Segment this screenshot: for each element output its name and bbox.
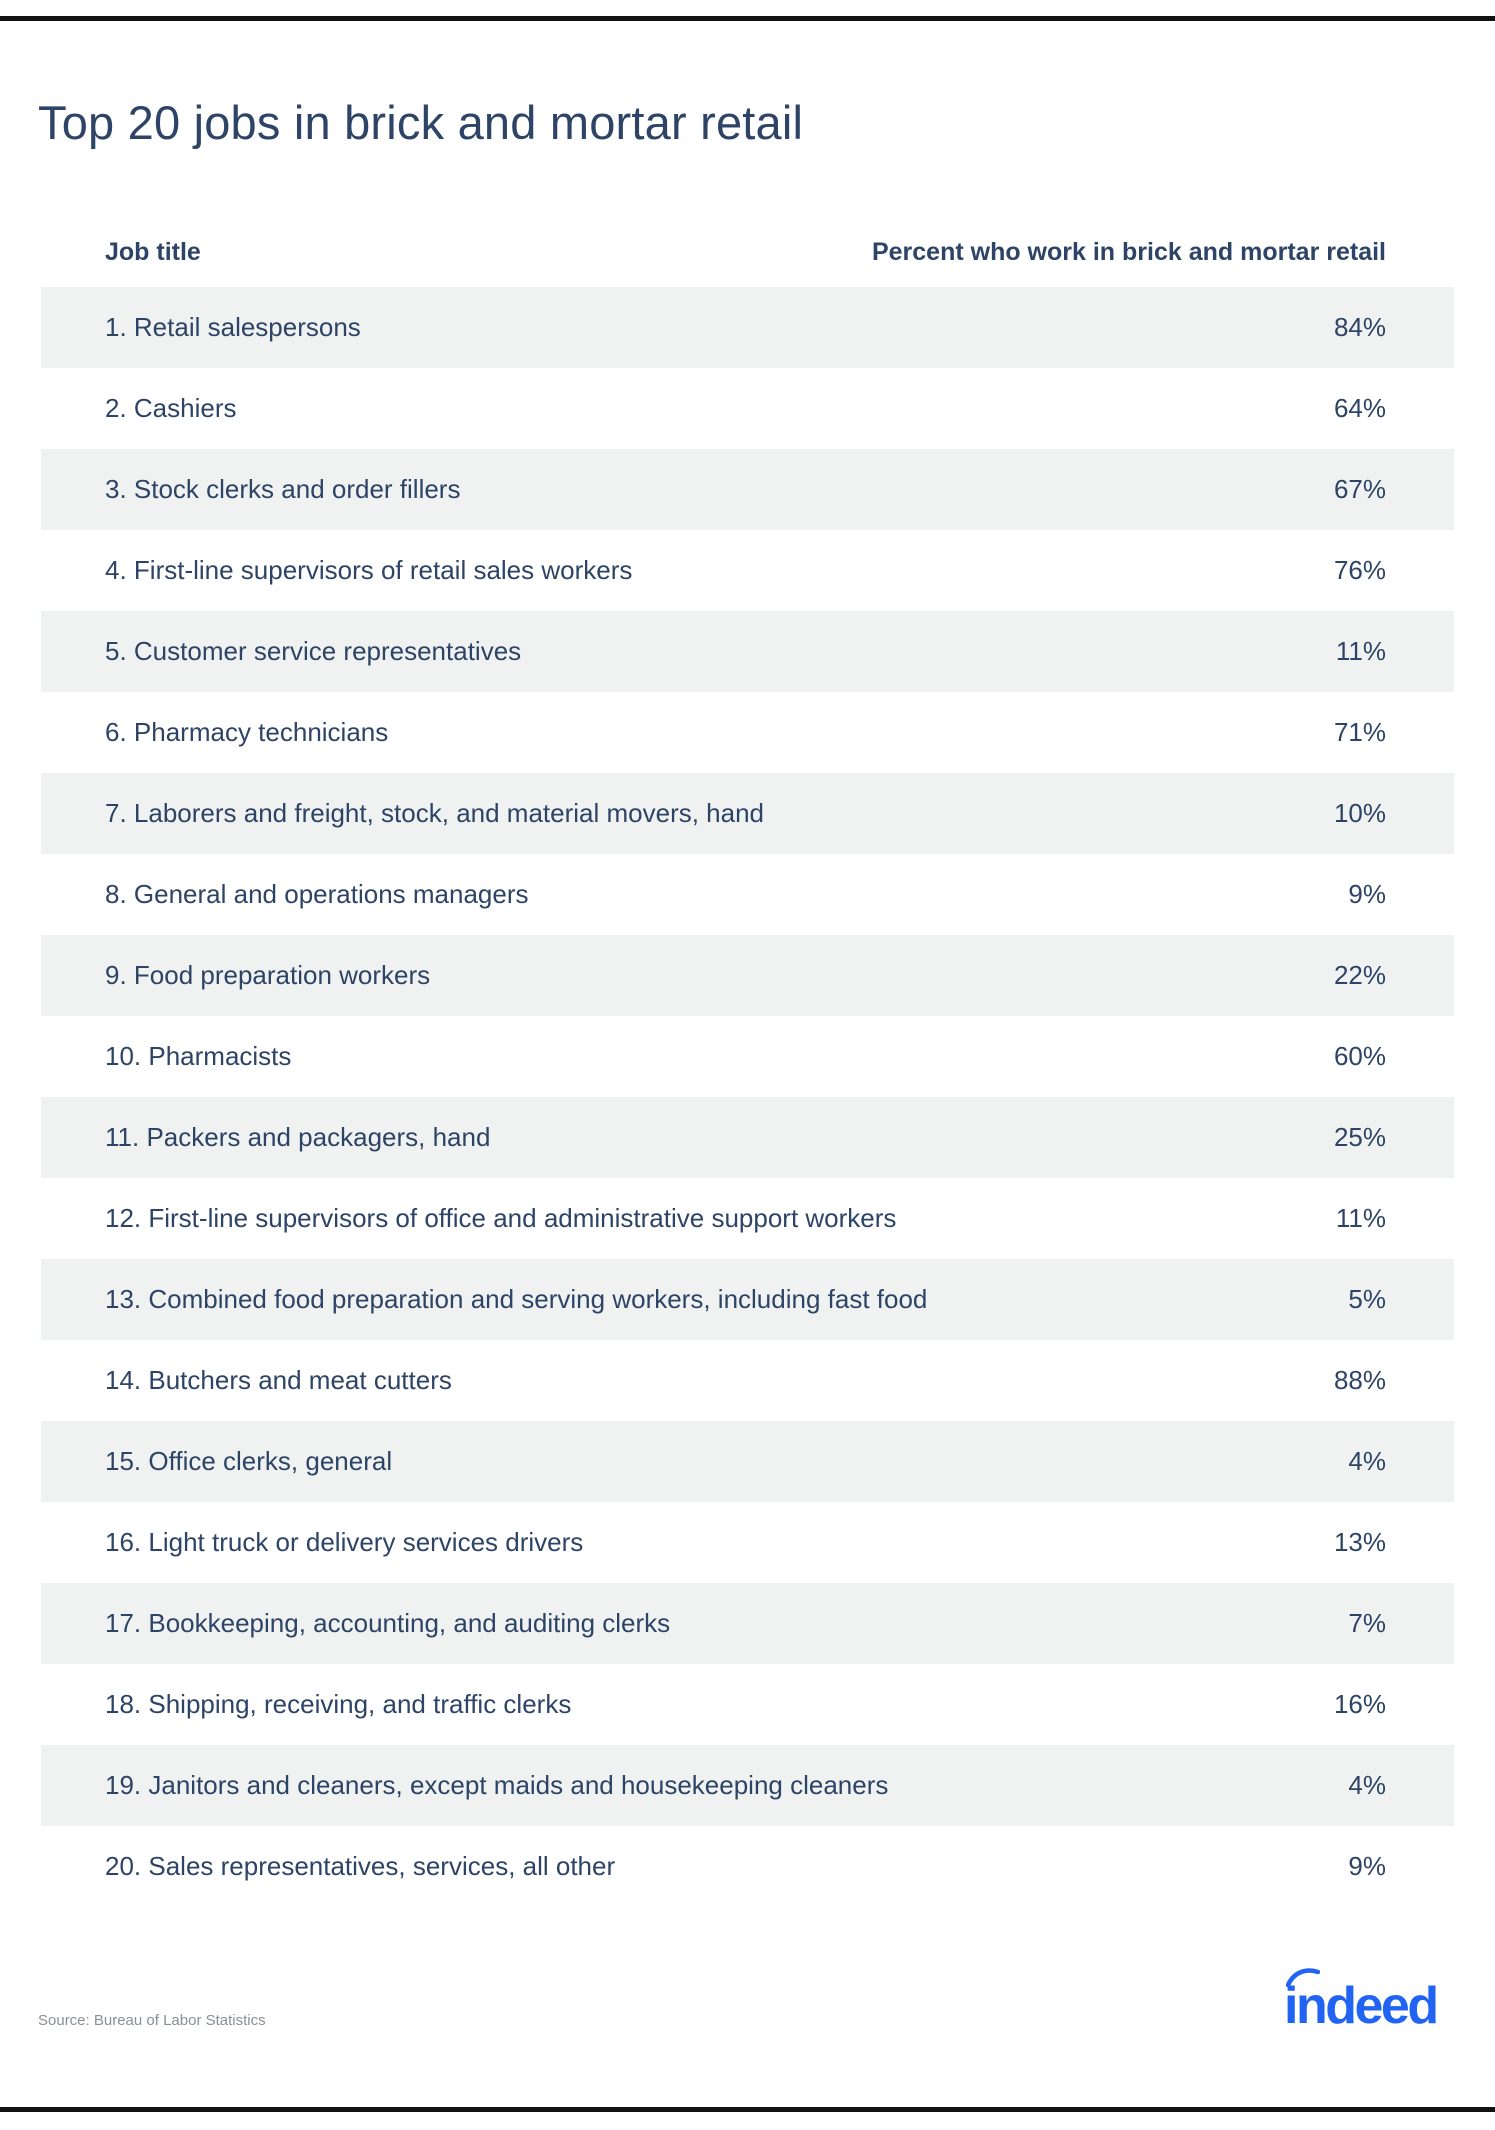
table-row: 14. Butchers and meat cutters 88%: [41, 1340, 1454, 1421]
job-title-cell: 8. General and operations managers: [105, 879, 529, 909]
indeed-logo: indeed: [1284, 1968, 1454, 2035]
table-row: 18. Shipping, receiving, and traffic cle…: [41, 1664, 1454, 1745]
table-body: 1. Retail salespersons 84% 2. Cashiers 64% 3…: [41, 287, 1454, 1907]
percent-cell: 13%: [1333, 1527, 1386, 1557]
percent-cell: 76%: [1333, 555, 1386, 585]
percent-cell: 4%: [1348, 1446, 1386, 1476]
table-row: 8. General and operations managers 9%: [41, 854, 1454, 935]
job-title-cell: 2. Cashiers: [105, 393, 237, 423]
percent-cell: 5%: [1348, 1284, 1386, 1314]
page-title: Top 20 jobs in brick and mortar retail: [38, 96, 804, 149]
table-row: 10. Pharmacists 60%: [41, 1016, 1454, 1097]
job-title-cell: 14. Butchers and meat cutters: [105, 1365, 452, 1395]
table-row: 5. Customer service representatives 11%: [41, 611, 1454, 692]
table-row: 15. Office clerks, general 4%: [41, 1421, 1454, 1502]
logo-wordmark: indeed: [1284, 1977, 1439, 2035]
percent-cell: 4%: [1348, 1770, 1386, 1800]
percent-cell: 9%: [1348, 879, 1386, 909]
table-header: Job title Percent who work in brick and …: [41, 220, 1454, 287]
percent-cell: 11%: [1335, 1203, 1386, 1233]
percent-cell: 22%: [1333, 960, 1386, 990]
job-title-cell: 18. Shipping, receiving, and traffic cle…: [105, 1689, 572, 1719]
table-row: 2. Cashiers 64%: [41, 368, 1454, 449]
bottom-rule: [0, 2107, 1495, 2112]
table-row: 1. Retail salespersons 84%: [41, 287, 1454, 368]
percent-cell: 16%: [1333, 1689, 1386, 1719]
table-row: 4. First-line supervisors of retail sale…: [41, 530, 1454, 611]
job-title-cell: 16. Light truck or delivery services dri…: [105, 1527, 584, 1557]
job-title-cell: 13. Combined food preparation and servin…: [105, 1284, 928, 1314]
job-title-cell: 3. Stock clerks and order fillers: [105, 474, 461, 504]
table-row: 20. Sales representatives, services, all…: [41, 1826, 1454, 1907]
percent-cell: 67%: [1333, 474, 1386, 504]
percent-cell: 25%: [1333, 1122, 1386, 1152]
logo-arc-icon: [1286, 1968, 1320, 1988]
table-row: 7. Laborers and freight, stock, and mate…: [41, 773, 1454, 854]
column-header-job-title: Job title: [105, 238, 201, 266]
job-title-cell: 11. Packers and packagers, hand: [105, 1122, 491, 1152]
source-note: Source: Bureau of Labor Statistics: [38, 2012, 266, 2029]
percent-cell: 11%: [1335, 636, 1386, 666]
table-row: 3. Stock clerks and order fillers 67%: [41, 449, 1454, 530]
job-title-cell: 5. Customer service representatives: [105, 636, 522, 666]
table-row: 12. First-line supervisors of office and…: [41, 1178, 1454, 1259]
job-title-cell: 10. Pharmacists: [105, 1041, 292, 1071]
table-row: 13. Combined food preparation and servin…: [41, 1259, 1454, 1340]
percent-cell: 88%: [1333, 1365, 1386, 1395]
job-title-cell: 19. Janitors and cleaners, except maids …: [105, 1770, 889, 1800]
job-title-cell: 17. Bookkeeping, accounting, and auditin…: [105, 1608, 671, 1638]
job-title-cell: 7. Laborers and freight, stock, and mate…: [105, 798, 765, 828]
percent-cell: 7%: [1348, 1608, 1386, 1638]
job-title-cell: 15. Office clerks, general: [105, 1446, 393, 1476]
table-row: 19. Janitors and cleaners, except maids …: [41, 1745, 1454, 1826]
table-row: 11. Packers and packagers, hand 25%: [41, 1097, 1454, 1178]
percent-cell: 71%: [1333, 717, 1386, 747]
job-title-cell: 9. Food preparation workers: [105, 960, 431, 990]
percent-cell: 64%: [1333, 393, 1386, 423]
job-title-cell: 1. Retail salespersons: [105, 312, 361, 342]
jobs-table: Job title Percent who work in brick and …: [41, 220, 1454, 1907]
table-row: 6. Pharmacy technicians 71%: [41, 692, 1454, 773]
table-row: 16. Light truck or delivery services dri…: [41, 1502, 1454, 1583]
job-title-cell: 4. First-line supervisors of retail sale…: [105, 555, 633, 585]
percent-cell: 9%: [1348, 1851, 1386, 1881]
job-title-cell: 6. Pharmacy technicians: [105, 717, 389, 747]
column-header-percent: Percent who work in brick and mortar ret…: [871, 238, 1386, 266]
job-title-cell: 20. Sales representatives, services, all…: [105, 1851, 616, 1881]
table-row: 17. Bookkeeping, accounting, and auditin…: [41, 1583, 1454, 1664]
percent-cell: 60%: [1333, 1041, 1386, 1071]
percent-cell: 84%: [1333, 312, 1386, 342]
percent-cell: 10%: [1333, 798, 1386, 828]
top-rule: [0, 16, 1495, 21]
job-title-cell: 12. First-line supervisors of office and…: [105, 1203, 897, 1233]
table-row: 9. Food preparation workers 22%: [41, 935, 1454, 1016]
